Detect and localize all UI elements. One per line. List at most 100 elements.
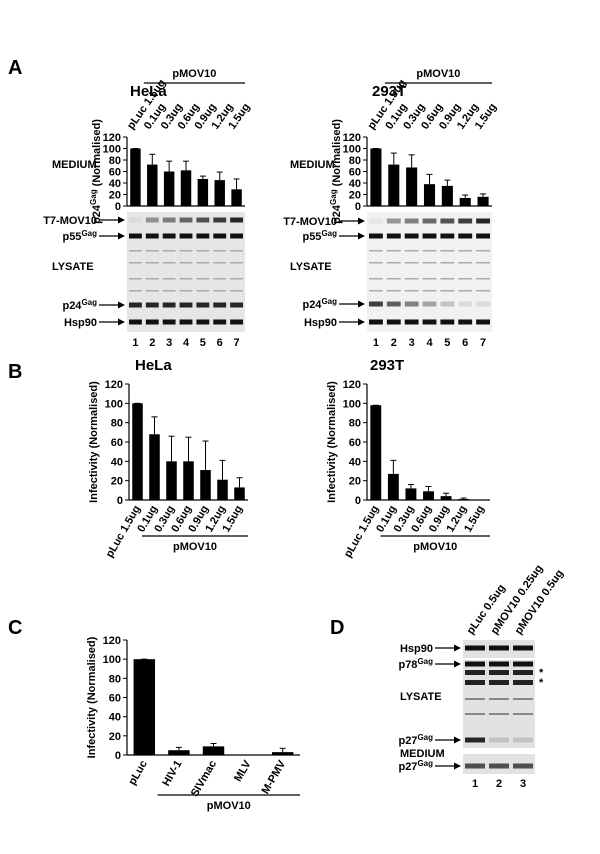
y-axis-label-text: Infectivity (Normalised)	[88, 381, 100, 503]
blot-band	[196, 290, 210, 292]
blot-band	[196, 278, 210, 280]
blot-band	[196, 262, 210, 264]
y-tick-label: 0	[115, 201, 121, 213]
lane-number: 3	[520, 778, 526, 790]
x-tick-label: pLuc	[126, 759, 150, 788]
blot-band	[129, 278, 142, 280]
blot-label: p78Gag	[398, 657, 433, 672]
blot-band	[404, 301, 419, 307]
y-axis-label: p24Gag (Normalised)	[89, 119, 104, 224]
blot-band	[422, 250, 437, 252]
y-tick-label: 40	[349, 456, 361, 468]
y-tick-label: 100	[343, 144, 361, 156]
y-tick-label: 60	[349, 437, 361, 449]
x-tick-label: SIVmac	[189, 759, 219, 799]
bar	[477, 196, 489, 206]
blot-band	[230, 262, 243, 264]
blot-label-text: p27	[398, 761, 417, 773]
blot-label: p55Gag	[62, 229, 97, 244]
blot-band	[145, 319, 159, 325]
arrow-head	[358, 217, 365, 225]
side-label: MEDIUM	[52, 159, 97, 171]
bar	[405, 488, 417, 500]
blot-band	[476, 233, 490, 239]
y-tick-label: 20	[349, 190, 361, 202]
blot-band	[196, 217, 210, 223]
y-tick-label: 120	[103, 132, 121, 144]
blot-band	[179, 290, 193, 292]
blot-band	[489, 698, 509, 700]
y-tick-label: 60	[349, 167, 361, 179]
bar	[234, 487, 245, 500]
lane-number: 2	[149, 337, 155, 349]
blot-band	[230, 233, 243, 239]
y-tick-label: 120	[103, 635, 121, 647]
bar	[423, 491, 434, 500]
bar	[200, 470, 211, 500]
blot-band	[213, 302, 227, 308]
blot-band	[230, 302, 243, 308]
blot-label: p27Gag	[398, 759, 433, 774]
bar	[441, 185, 453, 206]
bar	[147, 164, 158, 206]
blot-band	[179, 278, 193, 280]
lane-number: 1	[472, 778, 478, 790]
side-label: LYSATE	[52, 261, 94, 273]
x-tick-label: pLuc 1.5ug	[104, 504, 143, 560]
blot-band	[179, 319, 193, 325]
blot-band	[440, 233, 455, 239]
y-tick-label: 60	[111, 437, 123, 449]
bar	[163, 171, 175, 206]
blot-band	[179, 250, 193, 252]
y-axis-label: Infectivity (Normalised)	[326, 381, 338, 503]
blot-band	[162, 278, 176, 280]
blot-label: T7-MOV10	[283, 216, 337, 228]
group-label: pMOV10	[173, 541, 217, 553]
blot-band	[440, 319, 455, 325]
blot-label-text: Hsp90	[304, 317, 337, 329]
blot-band	[196, 302, 210, 308]
y-tick-label: 60	[109, 167, 121, 179]
y-tick-label: 100	[103, 144, 121, 156]
panel-letter: A	[8, 57, 22, 79]
bar	[458, 499, 470, 500]
blot-band	[422, 218, 437, 224]
bar	[370, 148, 382, 206]
y-tick-label: 80	[349, 418, 361, 430]
blot-band	[213, 319, 227, 325]
blot-label: p55Gag	[302, 229, 337, 244]
blot-band	[369, 262, 383, 264]
blot-band	[129, 302, 142, 308]
lane-number: 7	[234, 337, 240, 349]
blot-band	[179, 262, 193, 264]
blot-band	[386, 301, 401, 307]
x-tick-label: MLV	[232, 758, 254, 784]
arrow-head	[454, 644, 461, 652]
lane-number: 3	[166, 337, 172, 349]
arrow-head	[454, 736, 461, 744]
y-axis-label: Infectivity (Normalised)	[86, 636, 98, 758]
blot-band	[213, 217, 227, 223]
blot-band	[404, 278, 419, 280]
blot-band	[145, 250, 159, 252]
blot-band	[404, 218, 419, 224]
blot-band	[145, 302, 159, 308]
blot-band	[422, 290, 437, 292]
y-tick-label: 100	[103, 654, 121, 666]
arrow-head	[118, 216, 125, 224]
bar	[183, 461, 194, 500]
blot-label: p24Gag	[62, 298, 97, 313]
chart-title: 293T	[370, 357, 404, 374]
blot-label-text: p24	[62, 300, 82, 312]
y-tick-label: 40	[109, 178, 121, 190]
blot-band	[129, 250, 142, 252]
blot-label-sup: Gag	[417, 759, 433, 768]
blot-band	[162, 217, 176, 223]
y-tick-label: 20	[109, 731, 121, 743]
blot-band	[489, 737, 509, 743]
arrow-head	[358, 232, 365, 240]
panel-letter: C	[8, 617, 22, 639]
side-label: LYSATE	[400, 691, 442, 703]
blot-band	[369, 301, 383, 307]
